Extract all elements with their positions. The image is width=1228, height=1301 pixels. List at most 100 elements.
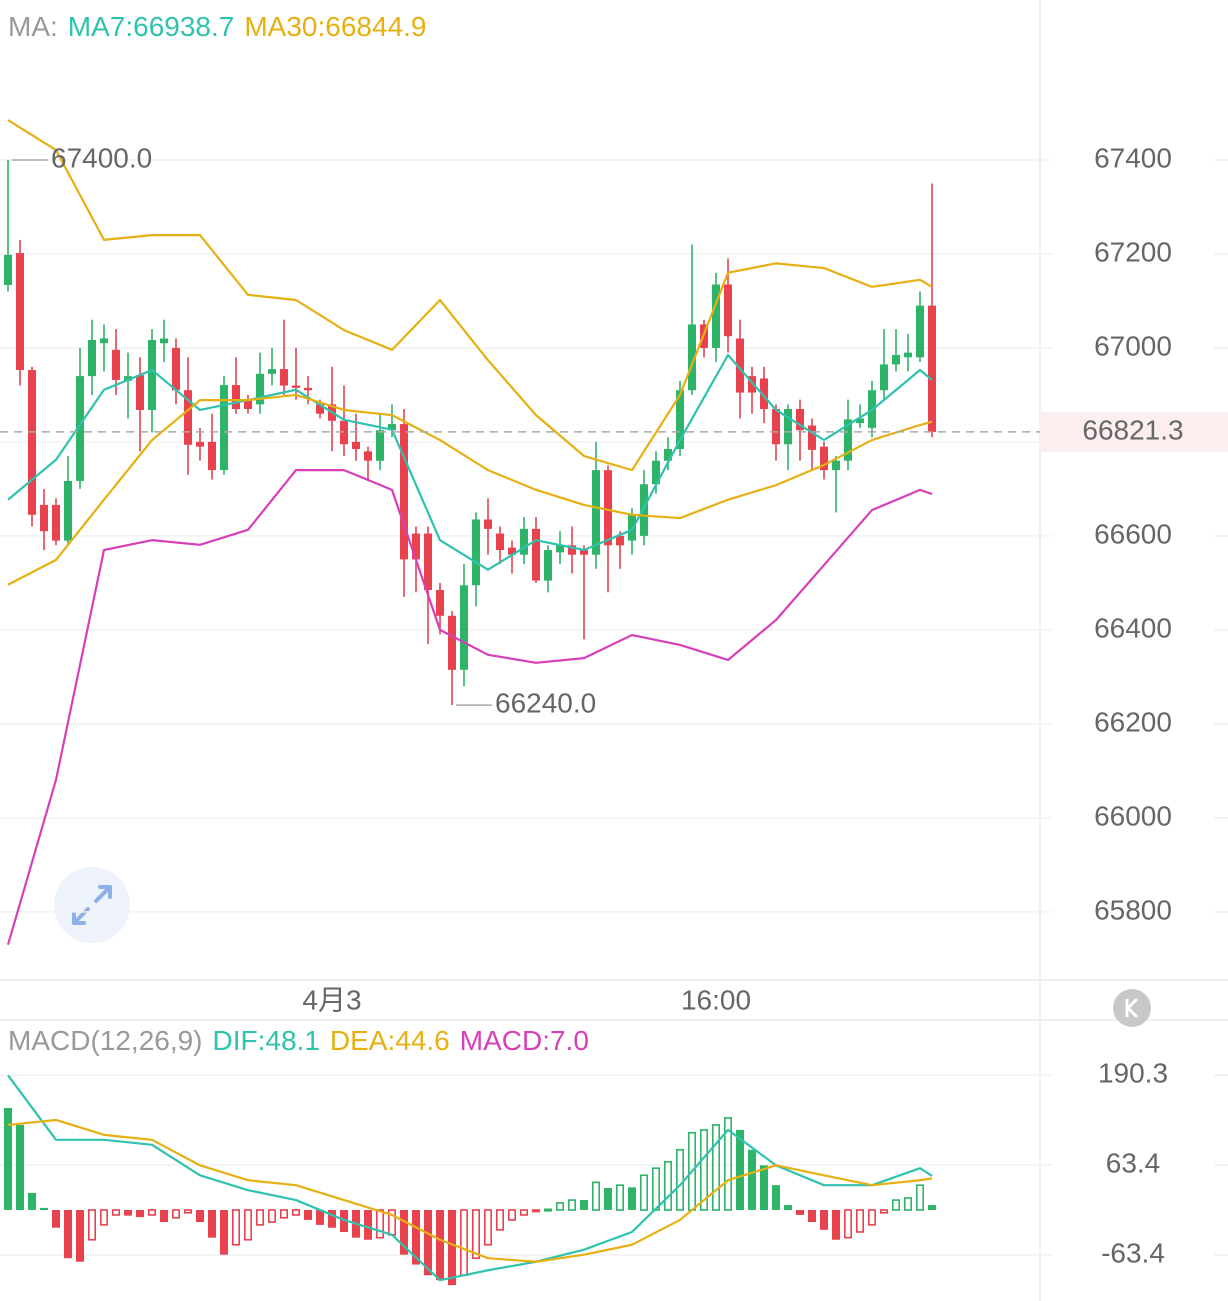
x-tick-label: 4月3 bbox=[302, 984, 361, 1015]
candle-body bbox=[388, 424, 396, 431]
macd-bar bbox=[208, 1210, 216, 1238]
macd-bar bbox=[124, 1210, 132, 1216]
candle-body bbox=[280, 369, 288, 386]
candle-body bbox=[592, 470, 600, 555]
macd-bar bbox=[808, 1210, 816, 1223]
indicator-line bbox=[7, 353, 933, 571]
candle-body bbox=[412, 533, 420, 560]
expand-icon bbox=[72, 885, 112, 925]
macd-bar bbox=[436, 1210, 444, 1281]
macd-bar bbox=[483, 1209, 492, 1246]
macd-bar bbox=[915, 1184, 924, 1211]
macd-bar bbox=[4, 1107, 12, 1211]
candle-body bbox=[568, 545, 576, 555]
macd-bar bbox=[40, 1207, 48, 1211]
candle-body bbox=[316, 404, 324, 414]
macd-bar bbox=[507, 1209, 516, 1221]
macd-bar bbox=[459, 1209, 468, 1277]
macd-bar bbox=[220, 1210, 228, 1255]
candle-body bbox=[724, 284, 732, 337]
candle-body bbox=[832, 460, 840, 471]
candle-body bbox=[796, 409, 804, 431]
indicator-line bbox=[7, 1118, 933, 1263]
k-button[interactable] bbox=[1113, 989, 1151, 1027]
candle-body bbox=[184, 390, 192, 445]
legend-item: DEA:44.6 bbox=[330, 1025, 450, 1056]
macd-bar bbox=[843, 1209, 852, 1239]
macd-bar bbox=[928, 1205, 936, 1211]
candle-body bbox=[16, 253, 24, 371]
legend-title: MACD(12,26,9) bbox=[8, 1025, 203, 1056]
macd-bar bbox=[160, 1210, 168, 1223]
candle-body bbox=[112, 349, 120, 380]
candle-body bbox=[544, 550, 552, 581]
plot-layer: MA: MA7:66938.7 MA30:66844.9 65800 66000 6620… bbox=[0, 11, 1228, 1286]
macd-bar bbox=[16, 1124, 24, 1211]
candle-body bbox=[268, 369, 276, 374]
macd-bar bbox=[879, 1209, 888, 1214]
candle-body bbox=[784, 409, 792, 445]
macd-bar bbox=[100, 1209, 109, 1226]
candle-body bbox=[892, 354, 900, 365]
macd-bar bbox=[723, 1117, 732, 1211]
candle-body bbox=[748, 376, 756, 393]
macd-bar bbox=[555, 1202, 564, 1211]
candle-body bbox=[124, 376, 132, 381]
macd-bar bbox=[495, 1209, 504, 1231]
macd-bar bbox=[567, 1199, 576, 1211]
y-tick-label: 67000 bbox=[1094, 330, 1172, 361]
indicator-line bbox=[7, 1074, 933, 1282]
candle-body bbox=[40, 504, 48, 532]
x-tick-label: 16:00 bbox=[681, 984, 751, 1015]
candle-body bbox=[652, 460, 660, 485]
candle-body bbox=[304, 387, 312, 391]
candle-body bbox=[580, 550, 588, 555]
legend-item: MA30:66844.9 bbox=[244, 11, 426, 42]
macd-bar bbox=[412, 1210, 420, 1265]
macd-bar bbox=[699, 1129, 708, 1211]
candle-body bbox=[820, 446, 828, 471]
macd-bar bbox=[424, 1210, 432, 1276]
extreme-label: 66240.0 bbox=[495, 687, 596, 718]
candle-body bbox=[508, 547, 516, 555]
candle-body bbox=[604, 470, 612, 546]
extreme-label: 67400.0 bbox=[51, 142, 152, 173]
macd-bar bbox=[855, 1209, 864, 1233]
macd-bar bbox=[867, 1209, 876, 1226]
candle-body bbox=[64, 480, 72, 541]
macd-bar bbox=[255, 1209, 264, 1226]
macd-bar bbox=[172, 1209, 181, 1219]
macd-bar bbox=[136, 1210, 144, 1218]
macd-bar bbox=[291, 1209, 300, 1216]
candle-body bbox=[4, 254, 12, 285]
macd-bar bbox=[448, 1210, 456, 1286]
macd-bar bbox=[88, 1209, 97, 1241]
candle-body bbox=[808, 425, 816, 450]
macd-bar bbox=[184, 1209, 193, 1214]
macd-bar bbox=[267, 1209, 276, 1223]
macd-bar bbox=[604, 1188, 612, 1211]
candle-body bbox=[52, 504, 60, 541]
macd-bar bbox=[748, 1149, 756, 1211]
y-tick-label: 67400 bbox=[1094, 142, 1172, 173]
candle-body bbox=[376, 430, 384, 461]
y-tick-label: 66400 bbox=[1094, 612, 1172, 643]
macd-bar bbox=[796, 1210, 804, 1215]
candle-body bbox=[472, 519, 480, 586]
expand-button[interactable] bbox=[54, 867, 130, 943]
y-tick-label: 66000 bbox=[1094, 800, 1172, 831]
legend: MACD(12,26,9) DIF:48.1 DEA:44.6 MACD:7.0 bbox=[8, 1025, 589, 1056]
candle-body bbox=[88, 339, 96, 377]
indicator-line bbox=[7, 119, 933, 472]
macd-bar bbox=[244, 1209, 253, 1241]
y-tick-label: 66200 bbox=[1094, 706, 1172, 737]
macd-bar bbox=[375, 1209, 384, 1239]
candle-body bbox=[484, 519, 492, 529]
candle-body bbox=[676, 390, 684, 449]
y-tick-label: 63.4 bbox=[1106, 1147, 1161, 1178]
candle-body bbox=[916, 305, 924, 358]
candle-body bbox=[520, 528, 528, 555]
candle-body bbox=[496, 533, 504, 551]
